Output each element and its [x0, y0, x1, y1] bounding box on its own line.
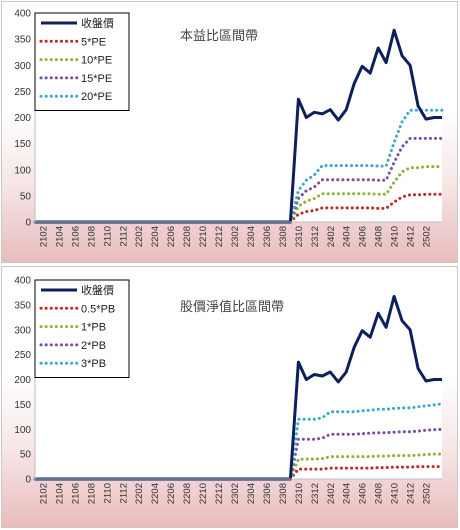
x-tick-label: 2310: [294, 226, 305, 247]
y-tick-label: 200: [14, 113, 31, 124]
x-tick-label: 2212: [214, 226, 225, 247]
x-tick-label: 2108: [86, 483, 97, 504]
pe-band-chart-panel: 0 50 100 150 200 250 300 350 400 2102 2104 2106 2108…: [1, 1, 458, 263]
x-tick-label: 2502: [422, 483, 433, 504]
x-tick-label: 2302: [230, 226, 241, 247]
legend-label: 15*PE: [81, 73, 112, 85]
legend-label: 5*PE: [81, 36, 106, 48]
x-tick-label: 2204: [150, 226, 161, 247]
x-tick-label: 2308: [278, 226, 289, 247]
legend-label: 3*PB: [81, 358, 106, 370]
x-tick-label: 2204: [150, 483, 161, 504]
y-tick-label: 350: [14, 300, 31, 311]
x-tick-label: 2102: [38, 226, 49, 247]
y-tick-label: 150: [14, 139, 31, 150]
x-tick-label: 2210: [198, 483, 209, 504]
x-tick-label: 2306: [262, 226, 273, 247]
x-tick-label: 2212: [214, 483, 225, 504]
y-tick-label: 50: [20, 191, 32, 202]
legend: 收盤價 5*PE 10*PE 15*PE 20*PE: [34, 12, 130, 111]
y-tick-label: 350: [14, 35, 31, 46]
pb-band-chart: 0 50 100 150 200 250 300 350 400 2102 2104 2106 2108…: [14, 276, 444, 504]
x-tick-label: 2206: [166, 226, 177, 247]
x-tick-label: 2502: [422, 226, 433, 247]
x-tick-label: 2102: [38, 483, 49, 504]
x-tick-label: 2402: [326, 226, 337, 247]
pe-band-chart: 0 50 100 150 200 250 300 350 400 2102 2104 2106 2108…: [14, 9, 444, 247]
x-tick-label: 2202: [134, 483, 145, 504]
y-tick-label: 150: [14, 400, 31, 411]
x-tick-label: 2312: [310, 483, 321, 504]
x-tick-label: 2408: [374, 226, 385, 247]
x-tick-label: 2404: [342, 226, 353, 247]
x-tick-label: 2208: [182, 483, 193, 504]
y-tick-label: 400: [14, 276, 31, 287]
chart-title: 股價淨值比區間帶: [180, 299, 284, 314]
x-tick-label: 2202: [134, 226, 145, 247]
x-tick-label: 2312: [310, 226, 321, 247]
y-tick-label: 0: [25, 218, 31, 229]
x-tick-label: 2206: [166, 483, 177, 504]
y-tick-label: 400: [14, 9, 31, 20]
x-tick-label: 2306: [262, 483, 273, 504]
legend-label: 20*PE: [81, 91, 112, 103]
x-tick-label: 2304: [246, 226, 257, 247]
x-tick-label: 2106: [70, 483, 81, 504]
x-tick-label: 2210: [198, 226, 209, 247]
x-tick-label: 2304: [246, 483, 257, 504]
legend-label: 1*PB: [81, 322, 106, 334]
legend-label: 收盤價: [81, 283, 114, 297]
x-tick-label: 2408: [374, 483, 385, 504]
y-tick-label: 50: [20, 450, 32, 461]
chart-title: 本益比區間帶: [180, 28, 258, 43]
x-tick-label: 2110: [102, 226, 113, 246]
y-tick-label: 200: [14, 375, 31, 386]
y-tick-label: 100: [14, 425, 31, 436]
y-tick-label: 100: [14, 165, 31, 176]
legend-box: [34, 279, 130, 378]
x-tick-label: 2302: [230, 483, 241, 504]
y-tick-label: 0: [25, 475, 31, 486]
x-tick-label: 2112: [118, 483, 129, 503]
legend-box: [34, 12, 130, 111]
x-tick-label: 2406: [358, 483, 369, 504]
pb-band-chart-panel: 0 50 100 150 200 250 300 350 400 2102 2104 2106 2108…: [1, 266, 458, 528]
x-tick-label: 2410: [390, 226, 401, 247]
y-tick-label: 300: [14, 61, 31, 72]
y-tick-label: 300: [14, 325, 31, 336]
x-tick-label: 2208: [182, 226, 193, 247]
legend-label: 收盤價: [81, 16, 114, 30]
y-tick-label: 250: [14, 87, 31, 98]
x-tick-label: 2404: [342, 483, 353, 504]
x-tick-label: 2406: [358, 226, 369, 247]
x-tick-label: 2108: [86, 226, 97, 247]
x-tick-label: 2412: [406, 483, 417, 504]
x-tick-label: 2412: [406, 226, 417, 247]
legend-label: 2*PB: [81, 340, 106, 352]
y-tick-label: 250: [14, 350, 31, 361]
x-tick-label: 2110: [102, 483, 113, 503]
x-tick-label: 2410: [390, 483, 401, 504]
x-tick-label: 2106: [70, 226, 81, 247]
legend: 收盤價 0.5*PB 1*PB 2*PB 3*PB: [34, 279, 130, 378]
legend-label: 10*PE: [81, 55, 112, 67]
x-tick-label: 2310: [294, 483, 305, 504]
x-tick-label: 2308: [278, 483, 289, 504]
x-tick-label: 2104: [54, 483, 65, 504]
x-tick-label: 2112: [118, 226, 129, 246]
legend-label: 0.5*PB: [81, 303, 115, 315]
x-tick-label: 2402: [326, 483, 337, 504]
x-tick-label: 2104: [54, 226, 65, 247]
